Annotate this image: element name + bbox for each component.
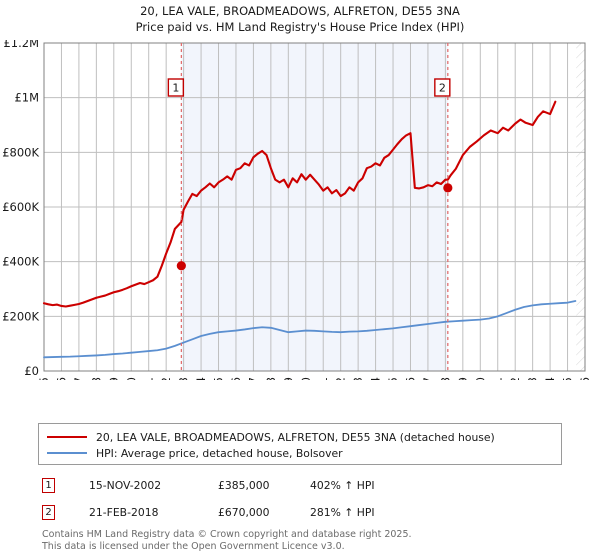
x-axis-tick-label: 2023 [526, 377, 540, 380]
page-title: 20, LEA VALE, BROADMEADOWS, ALFRETON, DE… [0, 3, 600, 35]
x-axis-tick-label: 2004 [194, 377, 208, 380]
x-axis-tick-label: 2020 [473, 377, 487, 380]
y-axis-tick-label: £0 [24, 364, 39, 378]
transaction-hpi-delta-2: 281% ↑ HPI [310, 505, 375, 519]
x-axis-tick-label: 2013 [351, 377, 365, 380]
legend-label-price: 20, LEA VALE, BROADMEADOWS, ALFRETON, DE… [96, 430, 495, 444]
x-axis-tick-label: 2002 [159, 377, 173, 380]
x-axis-tick-label: 2012 [334, 377, 348, 380]
legend-label-hpi: HPI: Average price, detached house, Bols… [96, 446, 343, 460]
price-history-chart: 19951996 19971998 19992000 20012002 20032004… [0, 40, 600, 380]
title-line-1: 20, LEA VALE, BROADMEADOWS, ALFRETON, DE… [140, 4, 460, 18]
y-axis-tick-label: £1M [14, 91, 39, 105]
table-row[interactable]: 2 21-FEB-2018 £670,000 281% ↑ HPI [42, 502, 375, 522]
x-axis-tick-label: 2010 [299, 377, 313, 380]
x-axis-tick-label: 2015 [386, 377, 400, 380]
x-axis-tick-label: 1995 [37, 377, 51, 380]
transaction-date-2: 21-FEB-2018 [89, 505, 159, 519]
x-axis-tick-label: 2014 [369, 377, 383, 380]
x-axis-tick-label: 2011 [316, 377, 330, 380]
x-axis-tick-label: 2007 [246, 377, 260, 380]
y-axis-tick-label: £200K [2, 309, 39, 323]
copyright-footer: Contains HM Land Registry data © Crown c… [42, 529, 412, 552]
plot-frame [43, 42, 586, 372]
x-axis-tick-label: 2026 [578, 377, 592, 380]
x-axis-tick-label: 2017 [421, 377, 435, 380]
x-axis-tick-label: 1999 [107, 377, 121, 380]
sale-marker-dot-2[interactable] [443, 183, 453, 193]
sale-marker-dot-1[interactable] [176, 261, 186, 271]
sale-marker-box-2[interactable] [434, 78, 451, 97]
chart-canvas: 19951996 19971998 19992000 20012002 20032004… [2, 40, 592, 380]
legend-swatch-price [47, 436, 87, 438]
x-axis-tick-label: 2022 [508, 377, 522, 380]
chart-legend: 20, LEA VALE, BROADMEADOWS, ALFRETON, DE… [38, 423, 562, 465]
x-axis-tick-label: 1996 [54, 377, 68, 380]
x-axis-tick-label: 2003 [177, 377, 191, 380]
x-axis-tick-label: 2025 [561, 377, 575, 380]
transaction-hpi-delta-1: 402% ↑ HPI [310, 478, 375, 492]
x-axis-tick-label: 2000 [124, 377, 138, 380]
transaction-price-2: £670,000 [218, 505, 270, 519]
x-axis-tick-label: 2019 [456, 377, 470, 380]
sale-marker-label-2: 2 [439, 82, 446, 95]
x-axis-tick-label: 2009 [281, 377, 295, 380]
transaction-badge-1: 1 [42, 477, 55, 493]
sale-marker-box-1[interactable] [167, 78, 185, 97]
y-axis-tick-label: £400K [2, 255, 39, 269]
x-axis-tick-label: 2008 [264, 377, 278, 380]
sale-marker-label-1: 1 [172, 82, 179, 95]
x-axis-tick-label: 2016 [403, 377, 417, 380]
x-axis-tick-label: 1998 [89, 377, 103, 380]
transaction-badge-2: 2 [42, 504, 55, 520]
x-axis-tick-label: 1997 [72, 377, 86, 380]
x-axis-tick-label: 2018 [438, 377, 452, 380]
y-axis-tick-label: £600K [2, 200, 39, 214]
hpi-average-line [43, 300, 577, 359]
x-axis-tick-label: 2024 [543, 377, 557, 380]
x-axis-tick-label: 2001 [142, 377, 156, 380]
x-axis-tick-label: 2006 [229, 377, 243, 380]
footer-line-1: Contains HM Land Registry data © Crown c… [42, 529, 412, 540]
x-axis-tick-label: 2021 [491, 377, 505, 380]
title-line-2: Price paid vs. HM Land Registry's House … [135, 20, 465, 34]
footer-line-2: This data is licensed under the Open Gov… [42, 540, 345, 552]
y-axis-tick-label: £800K [2, 145, 39, 159]
transaction-date-1: 15-NOV-2002 [89, 478, 162, 492]
x-axis-tick-label: 2005 [212, 377, 226, 380]
legend-item-price: 20, LEA VALE, BROADMEADOWS, ALFRETON, DE… [47, 429, 553, 445]
legend-swatch-hpi [47, 452, 87, 454]
table-row[interactable]: 1 15-NOV-2002 £385,000 402% ↑ HPI [42, 475, 375, 495]
price-paid-line [42, 100, 557, 308]
y-axis-tick-label: £1.2M [3, 40, 39, 50]
legend-item-hpi: HPI: Average price, detached house, Bols… [47, 445, 553, 461]
transaction-price-1: £385,000 [218, 478, 270, 492]
